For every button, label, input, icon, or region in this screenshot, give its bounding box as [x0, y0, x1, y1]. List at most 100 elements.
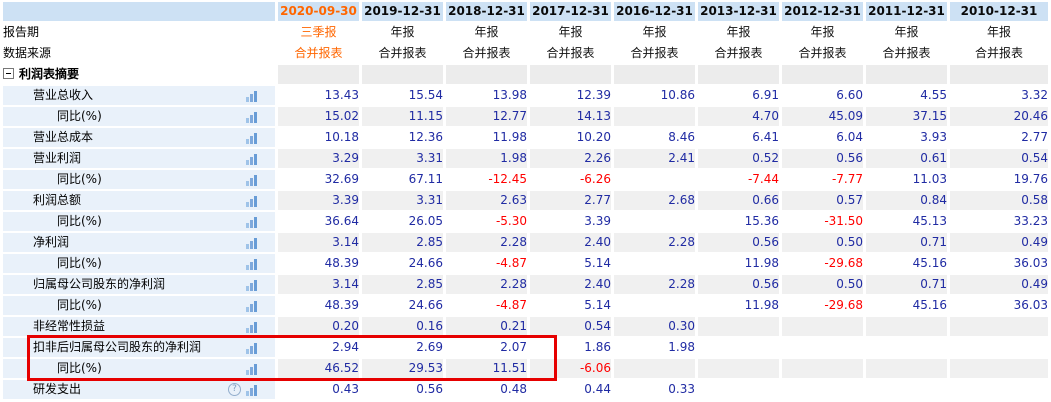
bar-chart-icon[interactable]: [246, 363, 259, 375]
value-cell: 29.53: [362, 359, 443, 378]
value-cell: 11.03: [866, 170, 947, 189]
table-row: 利润总额 3.39 3.31 2.63 2.77 2.68 0.66 0.57 0.84 0.58: [3, 191, 1048, 210]
bar-chart-icon[interactable]: [246, 258, 259, 270]
value-cell: [950, 359, 1048, 378]
value-cell: 0.57: [782, 191, 863, 210]
column-header-2019-12-31: 2019-12-31: [362, 2, 443, 21]
row-icons: [246, 279, 275, 291]
row-label-cell: 归属母公司股东的净利润: [3, 275, 275, 294]
bar-chart-icon[interactable]: [246, 111, 259, 123]
report-period-cell: 年报: [614, 23, 695, 42]
table-corner-cell: [3, 2, 275, 21]
bar-chart-icon[interactable]: [246, 132, 259, 144]
bar-chart-icon[interactable]: [246, 384, 259, 396]
value-cell: 2.28: [446, 233, 527, 252]
bar-chart-icon[interactable]: [246, 153, 259, 165]
value-cell: 12.36: [362, 128, 443, 147]
value-cell: [614, 359, 695, 378]
value-cell: 14.13: [530, 107, 611, 126]
table-row: 营业利润 3.29 3.31 1.98 2.26 2.41 0.52 0.56 0.61 0.54: [3, 149, 1048, 168]
value-cell: 45.09: [782, 107, 863, 126]
value-cell: -7.77: [782, 170, 863, 189]
value-cell: [782, 380, 863, 399]
value-cell: 0.44: [530, 380, 611, 399]
report-period-row: 报告期 三季报 年报 年报 年报 年报 年报 年报 年报 年报: [3, 23, 1048, 42]
value-cell: 26.05: [362, 212, 443, 231]
value-cell: 0.20: [278, 317, 359, 336]
value-cell: -29.68: [782, 254, 863, 273]
table-row: 同比(%) 32.69 67.11 -12.45 -6.26 -7.44 -7.77 11.0…: [3, 170, 1048, 189]
bar-chart-icon[interactable]: [246, 279, 259, 291]
bar-chart-icon[interactable]: [246, 321, 259, 333]
value-cell: 11.98: [446, 128, 527, 147]
value-cell: [782, 317, 863, 336]
value-cell: 10.86: [614, 86, 695, 105]
value-cell: [866, 338, 947, 357]
value-cell: -6.26: [530, 170, 611, 189]
bar-chart-icon[interactable]: [246, 90, 259, 102]
value-cell: [866, 359, 947, 378]
value-cell: 2.28: [614, 275, 695, 294]
value-cell: 2.41: [614, 149, 695, 168]
value-cell: 3.31: [362, 149, 443, 168]
help-icon[interactable]: ?: [228, 383, 241, 396]
value-cell: 15.54: [362, 86, 443, 105]
row-label-cell: 同比(%): [3, 107, 275, 126]
value-cell: 0.56: [362, 380, 443, 399]
section-empty-cell: [866, 65, 947, 84]
data-source-cell: 合并报表: [782, 44, 863, 63]
value-cell: 13.98: [446, 86, 527, 105]
row-icons: [246, 321, 275, 333]
row-icons: [246, 111, 275, 123]
value-cell: 2.63: [446, 191, 527, 210]
value-cell: 2.26: [530, 149, 611, 168]
value-cell: 36.03: [950, 296, 1048, 315]
row-icons: [246, 237, 275, 249]
value-cell: 10.20: [530, 128, 611, 147]
row-icons: [246, 342, 275, 354]
value-cell: 48.39: [278, 296, 359, 315]
value-cell: 3.93: [866, 128, 947, 147]
bar-chart-icon[interactable]: [246, 174, 259, 186]
report-period-label: 报告期: [3, 23, 275, 42]
value-cell: 0.54: [530, 317, 611, 336]
row-label-cell: 同比(%): [3, 170, 275, 189]
row-label-cell: 非经常性损益: [3, 317, 275, 336]
column-header-2018-12-31: 2018-12-31: [446, 2, 527, 21]
value-cell: 2.28: [614, 233, 695, 252]
value-cell: 2.85: [362, 233, 443, 252]
bar-chart-icon[interactable]: [246, 216, 259, 228]
value-cell: 11.98: [698, 254, 779, 273]
bar-chart-icon[interactable]: [246, 300, 259, 312]
value-cell: 13.43: [278, 86, 359, 105]
bar-chart-icon[interactable]: [246, 195, 259, 207]
value-cell: 3.39: [278, 191, 359, 210]
value-cell: [950, 317, 1048, 336]
data-source-cell: 合并报表: [698, 44, 779, 63]
table-row: 归属母公司股东的净利润 3.14 2.85 2.28 2.40 2.28 0.56 0.50 0…: [3, 275, 1048, 294]
report-period-cell: 年报: [698, 23, 779, 42]
row-label: 同比(%): [57, 109, 102, 123]
value-cell: 0.49: [950, 275, 1048, 294]
row-label: 营业总成本: [33, 130, 94, 144]
value-cell: 2.40: [530, 275, 611, 294]
section-empty-cell: [446, 65, 527, 84]
column-header-2012-12-31: 2012-12-31: [782, 2, 863, 21]
column-header-2016-12-31: 2016-12-31: [614, 2, 695, 21]
value-cell: 5.14: [530, 254, 611, 273]
value-cell: 12.39: [530, 86, 611, 105]
value-cell: 24.66: [362, 296, 443, 315]
value-cell: 6.60: [782, 86, 863, 105]
table-row: 净利润 3.14 2.85 2.28 2.40 2.28 0.56 0.50 0.71 0.49: [3, 233, 1048, 252]
value-cell: 15.36: [698, 212, 779, 231]
row-label: 同比(%): [57, 298, 102, 312]
row-icons: [246, 132, 275, 144]
value-cell: [614, 296, 695, 315]
row-label-cell: 利润总额: [3, 191, 275, 210]
value-cell: 2.40: [530, 233, 611, 252]
bar-chart-icon[interactable]: [246, 342, 259, 354]
value-cell: [782, 338, 863, 357]
bar-chart-icon[interactable]: [246, 237, 259, 249]
collapse-icon[interactable]: [3, 68, 14, 79]
